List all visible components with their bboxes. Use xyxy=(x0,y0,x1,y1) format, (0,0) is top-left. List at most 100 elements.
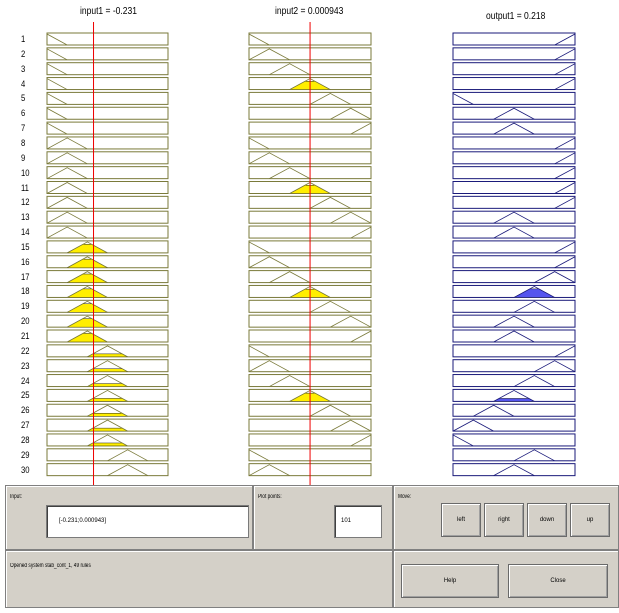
rule-number: 25 xyxy=(21,390,30,401)
plot-box xyxy=(452,284,576,298)
rule-number: 8 xyxy=(21,137,26,148)
membership-function xyxy=(493,330,535,342)
move-label: Move: xyxy=(398,494,412,500)
plot-box xyxy=(452,270,576,284)
buttons-panel: Help Close xyxy=(393,550,619,608)
input1-rule-cell xyxy=(46,374,169,388)
input1-rule-cell xyxy=(46,299,169,313)
output1-rule-cell xyxy=(452,77,576,91)
membership-function xyxy=(493,122,535,135)
move-up-button[interactable]: up xyxy=(570,503,610,537)
rule-number: 23 xyxy=(21,360,30,371)
membership-function xyxy=(47,167,88,179)
rule-viewer-plots[interactable] xyxy=(0,0,619,486)
plot-box xyxy=(452,403,576,417)
plot-box xyxy=(46,91,169,105)
membership-function xyxy=(249,48,290,60)
plot-box xyxy=(46,240,169,254)
rule-number: 24 xyxy=(21,375,30,386)
membership-function xyxy=(269,271,311,283)
plot-box xyxy=(452,166,576,180)
membership-function xyxy=(47,196,88,209)
membership-function xyxy=(513,375,555,387)
membership-function xyxy=(554,137,575,149)
help-button[interactable]: Help xyxy=(401,564,499,598)
input1-rule-cell xyxy=(46,329,169,343)
move-down-button[interactable]: down xyxy=(527,503,567,537)
plot-box xyxy=(452,344,576,358)
rule-number: 15 xyxy=(21,241,30,252)
membership-function xyxy=(330,107,371,120)
membership-function xyxy=(249,241,270,253)
rule-number: 30 xyxy=(21,464,30,475)
membership-function xyxy=(47,107,68,120)
membership-function xyxy=(534,360,575,372)
membership-function xyxy=(66,241,108,253)
plot-box xyxy=(452,62,576,76)
plot-box xyxy=(46,166,169,180)
plot-box xyxy=(452,418,576,432)
output1-rule-cell xyxy=(452,255,576,269)
input1-rule-cell xyxy=(46,121,169,135)
input1-rule-cell xyxy=(46,448,169,462)
rule-number: 14 xyxy=(21,227,30,238)
move-left-button[interactable]: left xyxy=(441,503,481,537)
membership-function xyxy=(47,48,68,60)
membership-function xyxy=(66,315,108,328)
membership-function xyxy=(554,241,575,253)
input1-rule-cell xyxy=(46,240,169,254)
plot-box xyxy=(452,240,576,254)
membership-function xyxy=(554,33,575,45)
plot-box xyxy=(46,270,169,284)
output1-rule-cell xyxy=(452,136,576,150)
rule-number: 19 xyxy=(21,301,30,312)
output1-rule-cell xyxy=(452,448,576,462)
input1-rule-cell xyxy=(46,210,169,224)
membership-function xyxy=(309,300,351,313)
output1-rule-cell xyxy=(452,329,576,343)
rule-number: 5 xyxy=(21,93,26,104)
rule-number: 3 xyxy=(21,63,26,74)
input-field[interactable]: [-0.231;0.000943] xyxy=(46,505,249,538)
membership-function xyxy=(513,285,555,298)
input1-rule-cell xyxy=(46,47,169,61)
rule-number: 29 xyxy=(21,449,30,460)
output1-rule-cell xyxy=(452,433,576,447)
plot-box xyxy=(452,121,576,135)
membership-function xyxy=(269,375,311,387)
membership-function xyxy=(309,92,351,105)
input1-rule-cell xyxy=(46,106,169,120)
input1-rule-cell xyxy=(46,463,169,477)
output1-rule-cell xyxy=(452,418,576,432)
membership-function xyxy=(554,196,575,209)
membership-function xyxy=(350,434,371,446)
plot-box xyxy=(46,47,169,61)
input1-rule-cell xyxy=(46,151,169,165)
plot-box xyxy=(46,255,169,269)
rule-number: 21 xyxy=(21,331,30,341)
membership-function xyxy=(47,78,68,90)
plot-box xyxy=(46,314,169,328)
rule-number: 13 xyxy=(21,212,30,223)
membership-function xyxy=(87,404,128,417)
plot-box xyxy=(452,463,576,477)
membership-function xyxy=(47,33,68,45)
move-right-button[interactable]: right xyxy=(484,503,524,537)
plot-points-field[interactable]: 101 xyxy=(334,505,382,538)
plot-box xyxy=(46,32,169,46)
output1-rule-cell xyxy=(452,225,576,239)
rule-number: 6 xyxy=(21,108,26,119)
plot-box xyxy=(46,77,169,91)
membership-function xyxy=(47,63,68,75)
membership-function xyxy=(66,285,108,298)
membership-function xyxy=(554,152,575,164)
plot-box xyxy=(46,463,169,477)
rule-number: 2 xyxy=(21,48,26,59)
input1-rule-cell xyxy=(46,270,169,284)
close-button[interactable]: Close xyxy=(508,564,608,598)
status-text: Opened system stab_cont_1, 49 rules xyxy=(10,563,91,569)
input1-rule-cell xyxy=(46,359,169,373)
membership-function xyxy=(47,92,68,105)
output1-rule-cell xyxy=(452,47,576,61)
rule-number: 11 xyxy=(21,182,29,193)
